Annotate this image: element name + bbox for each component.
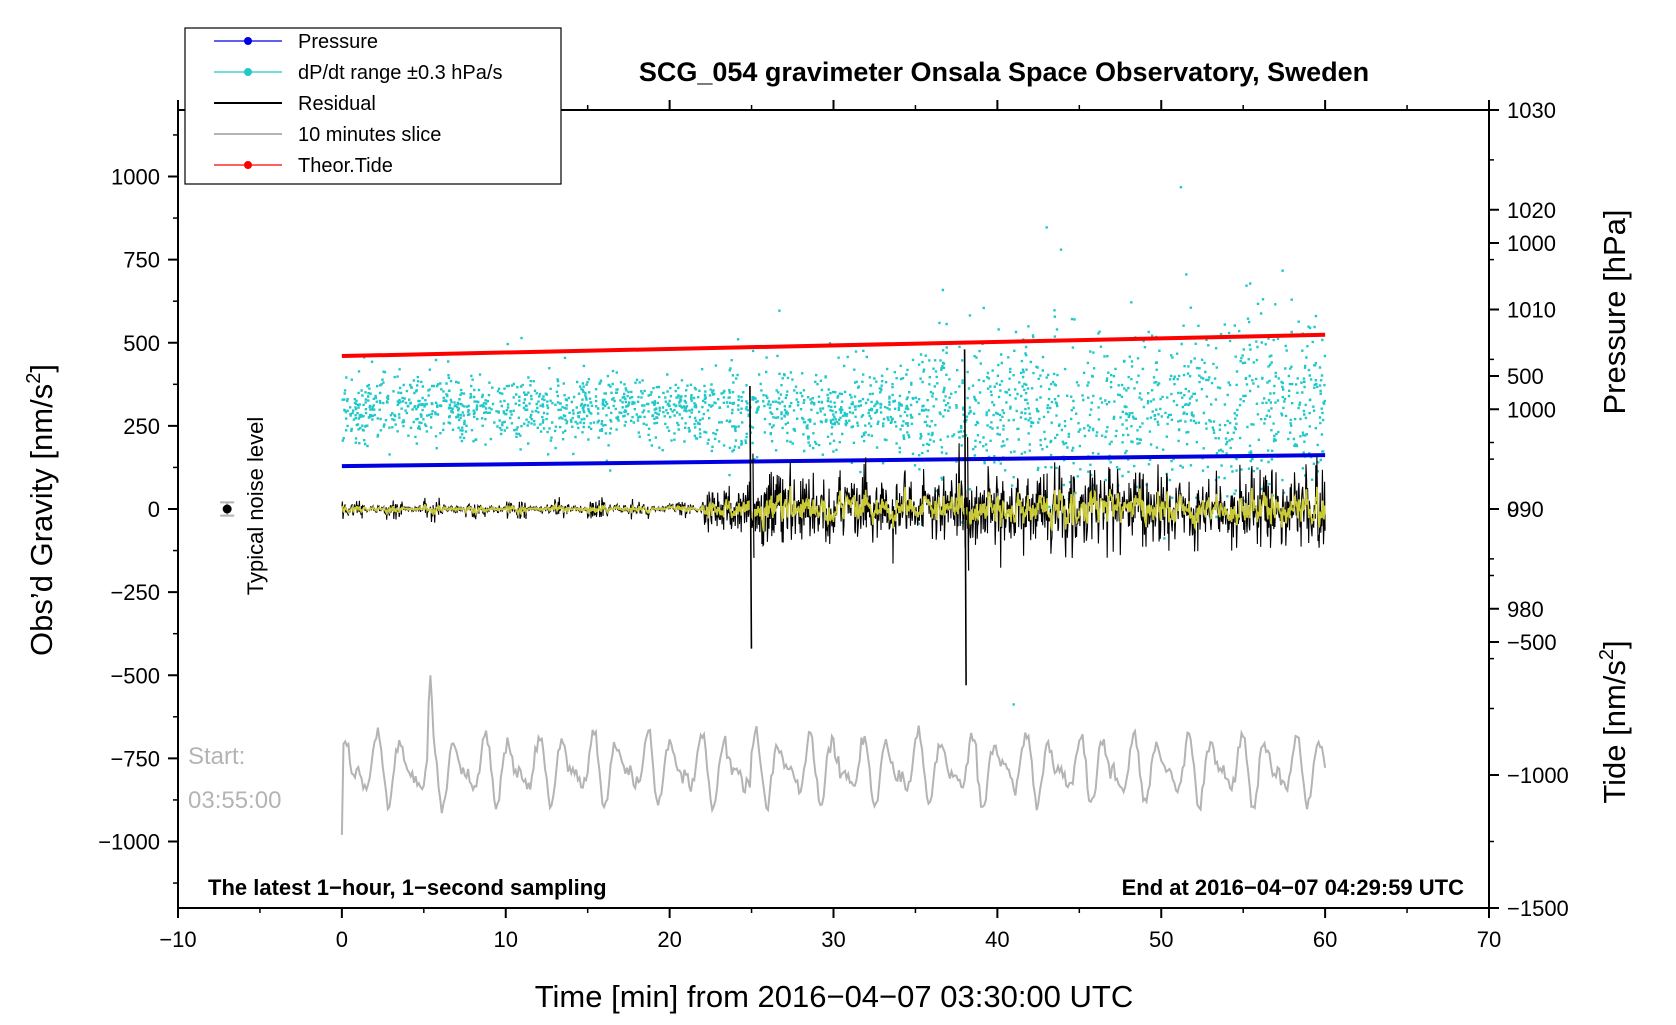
legend-label: Pressure xyxy=(298,31,378,53)
spike-series xyxy=(749,349,970,686)
y-left-tick-label: 250 xyxy=(123,414,160,439)
slice-start-time: 03:55:00 xyxy=(188,787,281,814)
tide-tick-label: 1000 xyxy=(1507,231,1556,256)
tide-tick-label: 0 xyxy=(1507,497,1519,522)
spike-line xyxy=(749,385,753,649)
filtered-residual-line xyxy=(341,483,1326,532)
legend-label: dP/dt range ±0.3 hPa/s xyxy=(298,62,502,84)
legend-dot xyxy=(244,161,252,169)
dpdt-point xyxy=(341,186,1327,706)
y-axis-title-tide: Tide [nm/s2] xyxy=(1596,640,1632,803)
y-left-tick-label: −1000 xyxy=(98,830,160,855)
x-axis-ticks: −10 0 10 20 30 40 50 60 70 xyxy=(159,100,1501,952)
legend-label: Residual xyxy=(298,93,376,115)
legend-label: Theor.Tide xyxy=(298,155,393,177)
noise-label: Typical noise level xyxy=(243,417,268,596)
y-axis-title-left: Obs’d Gravity [nm/s2] xyxy=(23,364,59,656)
pressure-tick-label: 1010 xyxy=(1507,298,1556,323)
x-tick-label: 40 xyxy=(985,927,1009,952)
y-left-tick-label: 1000 xyxy=(111,165,160,190)
tide-tick-label: −500 xyxy=(1507,630,1557,655)
pressure-tick-label: 1000 xyxy=(1507,397,1556,422)
y-left-tick-label: 500 xyxy=(123,331,160,356)
y-left-tick-label: −750 xyxy=(110,746,160,771)
x-tick-label: 0 xyxy=(336,927,348,952)
y-left-tick-label: −500 xyxy=(110,663,160,688)
tide-axis-ticks: 1000 500 0 −500 −1000 −1500 xyxy=(1489,231,1569,921)
spike-line-secondary xyxy=(752,453,755,558)
y-left-tick-label: −250 xyxy=(110,580,160,605)
x-tick-label: −10 xyxy=(159,927,196,952)
legend-box xyxy=(184,27,562,185)
legend-dot xyxy=(244,68,252,76)
pressure-tick-label: 980 xyxy=(1507,597,1544,622)
legend-dot xyxy=(244,37,252,45)
x-tick-label: 20 xyxy=(657,927,681,952)
chart-title: SCG_054 gravimeter Onsala Space Observat… xyxy=(639,57,1369,87)
x-tick-label: 60 xyxy=(1313,927,1337,952)
tide-series xyxy=(341,332,1326,359)
y-left-tick-label: 750 xyxy=(123,248,160,273)
legend: Pressure dP/dt range ±0.3 hPa/s Residual 10… xyxy=(184,27,562,185)
pressure-tick-label: 990 xyxy=(1507,497,1544,522)
pressure-axis-ticks: 1030 1020 1010 1000 990 980 xyxy=(1489,98,1556,660)
noise-dot xyxy=(222,504,232,514)
x-tick-label: 10 xyxy=(494,927,518,952)
left-axis-ticks: 1000 750 500 250 0 −250 −500 −750 −1000 xyxy=(98,134,178,884)
legend-label: 10 minutes slice xyxy=(298,124,441,146)
slice-line xyxy=(340,675,1327,835)
y-axis-title-pressure: Pressure [hPa] xyxy=(1597,209,1632,414)
pressure-series xyxy=(341,453,1326,469)
x-tick-label: 30 xyxy=(821,927,845,952)
tide-tick-label: −1000 xyxy=(1507,763,1569,788)
pressure-tick-label: 1030 xyxy=(1507,98,1556,123)
tide-line xyxy=(341,332,1326,359)
x-tick-label: 50 xyxy=(1149,927,1173,952)
note-right: End at 2016−04−07 04:29:59 UTC xyxy=(1122,875,1465,900)
tide-tick-label: 500 xyxy=(1507,364,1544,389)
y-left-tick-label: 0 xyxy=(148,497,160,522)
x-axis-title: Time [min] from 2016−04−07 03:30:00 UTC xyxy=(535,979,1134,1014)
pressure-tick-label: 1020 xyxy=(1507,198,1556,223)
slice-start-label: Start: xyxy=(188,743,245,770)
spike-line-secondary xyxy=(966,437,970,571)
filtered-residual-series xyxy=(341,483,1326,532)
pressure-line xyxy=(341,453,1326,469)
tide-tick-label: −1500 xyxy=(1507,896,1569,921)
note-left: The latest 1−hour, 1−second sampling xyxy=(208,875,607,900)
spike-line xyxy=(963,349,967,686)
x-tick-label: 70 xyxy=(1477,927,1501,952)
slice-series xyxy=(340,675,1327,835)
dpdt-scatter-series xyxy=(341,186,1327,706)
noise-marker xyxy=(220,501,235,517)
